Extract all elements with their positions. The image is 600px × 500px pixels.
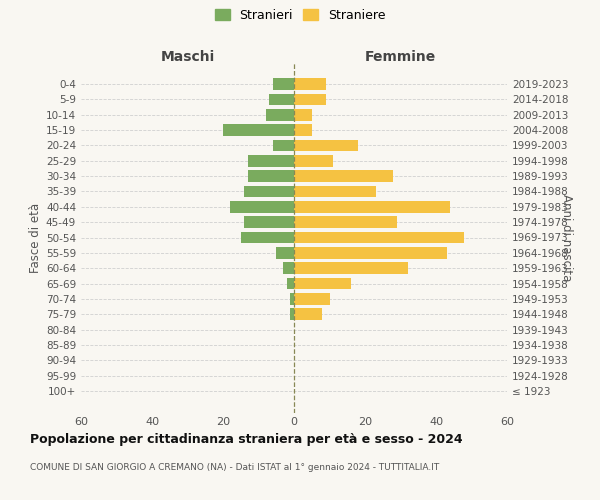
Bar [294, 216, 397, 228]
Bar [294, 232, 464, 243]
Bar [294, 124, 312, 136]
Bar [294, 278, 351, 289]
Bar [294, 78, 326, 90]
Legend: Stranieri, Straniere: Stranieri, Straniere [212, 6, 388, 24]
Bar [294, 308, 322, 320]
Y-axis label: Fasce di età: Fasce di età [29, 202, 42, 272]
Bar [248, 170, 294, 182]
Text: Maschi: Maschi [160, 50, 215, 64]
Bar [244, 186, 294, 197]
Bar [223, 124, 294, 136]
Text: COMUNE DI SAN GIORGIO A CREMANO (NA) - Dati ISTAT al 1° gennaio 2024 - TUTTITALI: COMUNE DI SAN GIORGIO A CREMANO (NA) - D… [30, 462, 439, 471]
Bar [294, 170, 394, 182]
Bar [269, 94, 294, 105]
Text: Femmine: Femmine [365, 50, 436, 64]
Bar [272, 78, 294, 90]
Bar [230, 201, 294, 212]
Bar [294, 262, 407, 274]
Bar [294, 247, 446, 258]
Bar [294, 94, 326, 105]
Bar [244, 216, 294, 228]
Text: Popolazione per cittadinanza straniera per età e sesso - 2024: Popolazione per cittadinanza straniera p… [30, 432, 463, 446]
Bar [287, 278, 294, 289]
Bar [294, 109, 312, 120]
Bar [248, 155, 294, 166]
Bar [294, 293, 329, 304]
Bar [283, 262, 294, 274]
Y-axis label: Anni di nascita: Anni di nascita [560, 194, 573, 281]
Bar [294, 186, 376, 197]
Bar [241, 232, 294, 243]
Bar [272, 140, 294, 151]
Bar [294, 155, 333, 166]
Bar [294, 201, 450, 212]
Bar [294, 140, 358, 151]
Bar [266, 109, 294, 120]
Bar [276, 247, 294, 258]
Bar [290, 293, 294, 304]
Bar [290, 308, 294, 320]
